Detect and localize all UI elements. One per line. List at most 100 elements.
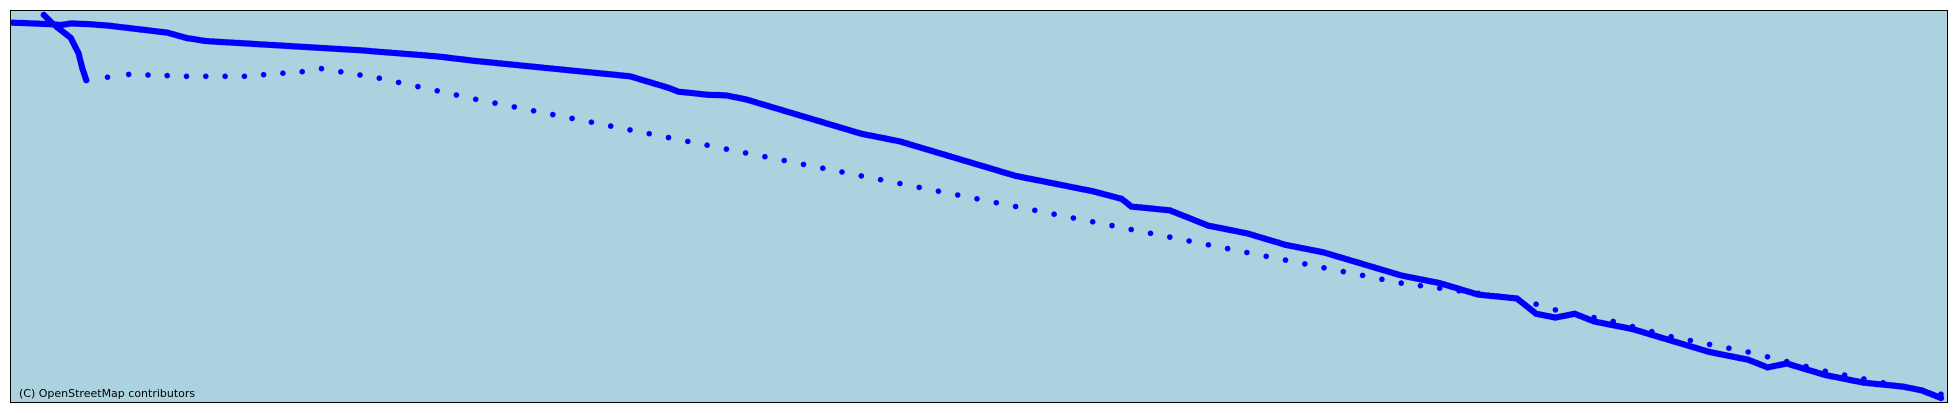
track-branch <box>40 11 90 84</box>
track-point <box>1359 272 1366 279</box>
track-point <box>104 74 111 80</box>
track-point <box>1089 219 1096 225</box>
track-point <box>839 169 845 175</box>
track-point <box>1687 337 1694 344</box>
track-point <box>318 65 325 72</box>
track-point <box>1938 391 1944 398</box>
track-point <box>723 146 730 152</box>
track-point <box>607 123 614 129</box>
track-point <box>665 134 672 141</box>
track-point <box>1436 285 1443 292</box>
track-point <box>1224 245 1231 252</box>
track-point <box>1880 379 1886 386</box>
track-point <box>1147 230 1154 237</box>
track-point <box>550 111 556 118</box>
track-point <box>1012 203 1019 210</box>
track-point <box>1726 345 1732 352</box>
track-point <box>338 69 344 75</box>
track-point <box>704 142 710 148</box>
track-point <box>1668 333 1674 340</box>
track-point <box>1764 354 1771 360</box>
track-point <box>820 165 826 171</box>
track-point <box>1051 211 1057 217</box>
track-point <box>1456 288 1462 294</box>
track-point <box>241 73 248 80</box>
track-point <box>762 153 768 160</box>
track-point <box>974 196 980 202</box>
track-dense <box>11 19 1945 402</box>
track-point <box>1899 383 1906 390</box>
track-point <box>1706 341 1713 348</box>
track-point <box>1109 222 1115 229</box>
track-point <box>1244 249 1250 256</box>
track-point <box>183 73 190 80</box>
track-point <box>1591 314 1597 321</box>
track-point <box>1841 372 1848 378</box>
track-point <box>569 115 575 122</box>
track-point <box>1649 328 1655 335</box>
track-point <box>1302 261 1308 267</box>
track-point <box>415 83 421 90</box>
track-point <box>1263 253 1269 260</box>
track-point <box>588 119 595 125</box>
track-point <box>1494 293 1501 299</box>
track-point <box>299 68 306 75</box>
track-point <box>1629 323 1636 330</box>
track-point <box>1610 318 1616 325</box>
track-point <box>685 138 691 145</box>
gps-track-layer <box>11 11 1945 402</box>
track-point <box>916 184 922 191</box>
track-point <box>395 79 402 86</box>
track-point <box>1321 265 1327 271</box>
track-point <box>1514 295 1520 302</box>
track-point <box>511 104 518 110</box>
track-point <box>1803 363 1809 370</box>
track-point <box>858 173 865 179</box>
track-point <box>434 88 441 94</box>
track-point <box>280 70 286 76</box>
track-point <box>83 77 90 83</box>
track-sparse <box>83 65 1944 398</box>
track-point <box>1475 290 1482 297</box>
track-point <box>877 176 884 183</box>
track-point <box>627 127 633 133</box>
track-point <box>1186 238 1192 244</box>
track-point <box>781 157 787 164</box>
track-point <box>453 92 460 98</box>
track-point <box>1918 387 1925 394</box>
track-point <box>1745 349 1751 355</box>
map-attribution: (C) OpenStreetMap contributors <box>19 387 196 400</box>
track-point <box>800 161 807 168</box>
track-point <box>1205 242 1212 248</box>
track-point <box>1784 358 1790 365</box>
track-point <box>1340 268 1347 275</box>
track-point <box>954 192 961 198</box>
track-point <box>125 71 132 78</box>
track-point <box>164 72 170 79</box>
track-point <box>530 108 537 114</box>
track-point <box>993 199 1000 206</box>
map-canvas[interactable]: (C) OpenStreetMap contributors <box>10 10 1948 403</box>
track-point <box>1032 207 1038 214</box>
track-point <box>260 71 267 78</box>
track-point <box>203 73 209 80</box>
track-point <box>1128 226 1134 233</box>
track-point <box>1571 310 1578 317</box>
track-point <box>1417 282 1424 289</box>
track-point <box>376 75 383 81</box>
track-point <box>1552 307 1559 313</box>
track-point <box>646 130 652 137</box>
track-point <box>1070 215 1077 221</box>
track-point <box>897 180 903 187</box>
track-point <box>492 100 498 106</box>
track-point <box>1533 301 1539 308</box>
track-point <box>1379 276 1385 283</box>
track-point <box>472 96 479 103</box>
track-point <box>1822 368 1829 375</box>
track-point <box>357 72 363 78</box>
track-point <box>742 150 749 156</box>
track-point <box>1282 257 1289 263</box>
track-point <box>1398 280 1404 286</box>
track-point <box>935 188 942 194</box>
track-point <box>145 72 151 78</box>
